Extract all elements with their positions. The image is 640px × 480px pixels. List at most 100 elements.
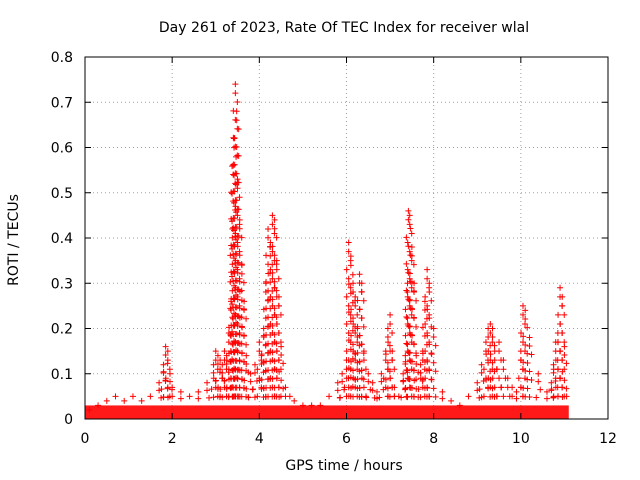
data-point [233,197,240,204]
data-point [233,170,240,177]
data-point [432,393,439,400]
data-point [234,322,241,329]
data-point [269,375,276,382]
data-point [557,375,564,382]
data-point [267,252,274,259]
data-point [408,252,415,259]
data-point [229,245,236,252]
data-point [518,330,525,337]
data-point [326,393,333,400]
data-point [162,352,169,359]
data-point [271,225,278,232]
data-point [386,342,393,349]
y-tick-label: 0.7 [51,95,73,111]
data-point [275,293,282,300]
data-point [406,323,413,330]
data-point [555,339,562,346]
data-point [236,314,243,321]
data-point [354,349,361,356]
data-point [225,366,232,373]
data-point [535,370,542,377]
data-point [520,359,527,366]
data-point [219,369,226,376]
data-point [403,393,410,400]
data-point [275,357,282,364]
data-point [221,377,228,384]
data-point [269,212,276,219]
data-point [411,367,418,374]
data-point [524,350,531,357]
data-point [408,284,415,291]
data-point [223,357,230,364]
data-point [337,394,344,401]
x-tick-label: 4 [255,431,264,447]
data-point [233,304,240,311]
data-point [86,406,93,413]
data-point [214,360,221,367]
data-point [210,394,217,401]
data-point [275,275,282,282]
data-point [256,348,263,355]
data-point [410,261,417,268]
data-point [543,388,550,395]
data-point [235,126,242,133]
data-point [413,360,420,367]
data-point [448,397,455,404]
data-point [229,314,236,321]
data-point [424,358,431,365]
y-tick-label: 0 [64,412,73,428]
dense-point-band [85,405,569,419]
data-point [103,397,110,404]
data-point [424,266,431,273]
data-point [229,301,236,308]
data-point [204,387,211,394]
data-point [405,269,412,276]
data-point [559,293,566,300]
data-point [258,351,265,358]
data-point [350,341,357,348]
data-point [487,330,494,337]
data-point [235,206,242,213]
data-point [535,378,542,385]
data-point [358,341,365,348]
data-point [239,350,246,357]
data-points [86,81,570,413]
data-point [162,343,169,350]
data-point [439,395,446,402]
data-point [347,284,354,291]
data-point [405,243,412,250]
data-point [169,393,176,400]
data-point [402,306,409,313]
data-point [271,331,278,338]
data-point [232,81,239,88]
data-point [356,332,363,339]
data-point [229,384,236,391]
data-point [204,379,211,386]
data-point [403,234,410,241]
data-point [559,330,566,337]
data-point [360,297,367,304]
data-point [365,370,372,377]
data-point [522,341,529,348]
data-point [241,377,248,384]
data-point [432,342,439,349]
data-point [403,367,410,374]
x-tick-label: 10 [512,431,530,447]
data-point [491,342,498,349]
data-point [491,357,498,364]
data-point [267,279,274,286]
y-tick-label: 0.6 [51,141,73,157]
data-point [391,366,398,373]
data-point [271,358,278,365]
data-point [496,348,503,355]
data-point [195,395,202,402]
data-point [485,348,492,355]
data-point [273,375,280,382]
data-point [385,339,392,346]
data-point [552,357,559,364]
data-point [238,270,245,277]
data-point [229,218,236,225]
data-point [240,279,247,286]
data-point [520,311,527,318]
x-tick-label: 2 [168,431,177,447]
